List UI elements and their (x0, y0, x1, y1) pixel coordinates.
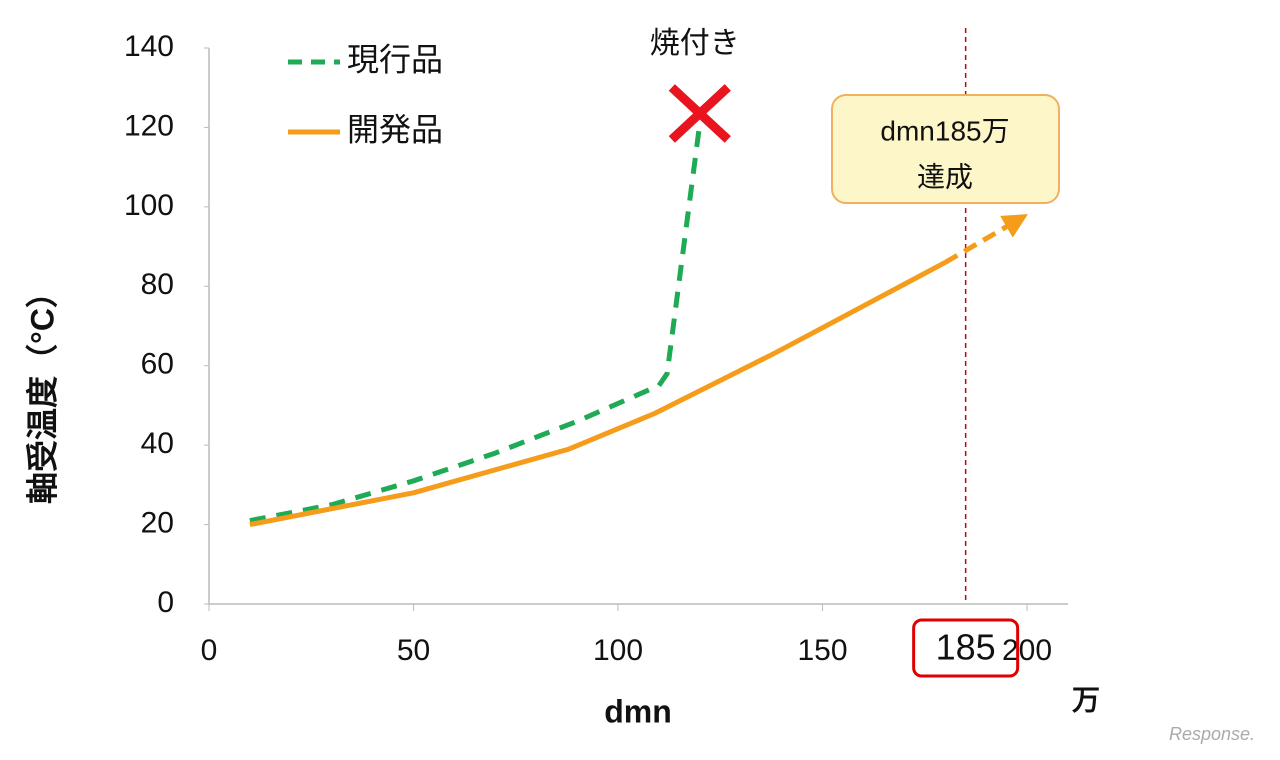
failure-mark (668, 84, 731, 143)
x-unit: 万 (1072, 684, 1100, 715)
series-line (249, 260, 947, 528)
x-tick-label: 0 (201, 634, 218, 667)
y-tick-label: 120 (124, 109, 174, 142)
y-tick-label: 100 (124, 189, 174, 222)
y-tick-label: 80 (141, 268, 174, 301)
callout-text: 達成 (917, 161, 973, 192)
x-tick-label: 200 (1002, 634, 1052, 667)
legend-label: 開発品 (347, 111, 443, 147)
y-tick-label: 20 (141, 506, 174, 539)
y-axis-title: 軸受温度（°C） (24, 276, 60, 504)
series-line (249, 123, 703, 524)
y-tick-label: 60 (141, 348, 174, 381)
x-tick-label: 100 (593, 634, 643, 667)
failure-label: 焼付き (650, 27, 740, 60)
x-tick-label: 50 (397, 634, 430, 667)
callout-text: dmn185万 (880, 115, 1009, 146)
watermark: Response. (1169, 724, 1255, 744)
x-tick-label: 150 (797, 634, 847, 667)
reference-label-box (912, 618, 1020, 678)
projection-arrow (943, 214, 1028, 265)
y-tick-label: 40 (141, 427, 174, 460)
y-tick-label: 0 (157, 586, 174, 619)
y-tick-label: 140 (124, 30, 174, 63)
x-axis-title: dmn (604, 693, 672, 729)
reference-label: 185 (936, 627, 996, 668)
callout-box (831, 94, 1060, 204)
legend-label: 現行品 (347, 41, 443, 77)
